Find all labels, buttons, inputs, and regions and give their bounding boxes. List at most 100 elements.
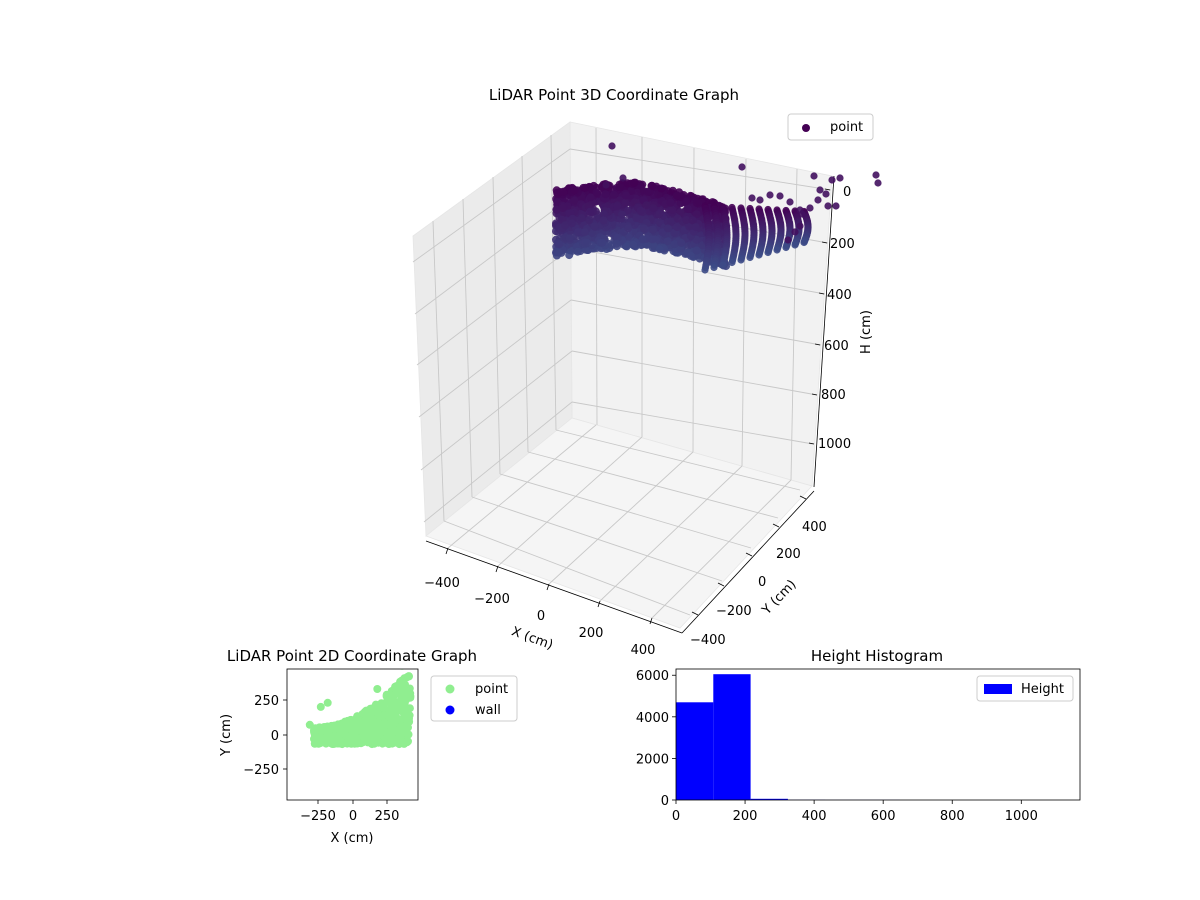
y2d-label: Y (cm) (219, 714, 234, 757)
point-3d (612, 239, 621, 248)
point-3d (577, 214, 586, 223)
point-3d (686, 251, 695, 260)
point-2d (387, 711, 396, 720)
point-2d (400, 711, 409, 720)
point-3d (655, 245, 664, 254)
point-3d (796, 222, 804, 230)
point-3d (598, 238, 607, 247)
point-3d (692, 210, 701, 219)
ticks-2d (283, 699, 388, 804)
point-3d (786, 198, 794, 206)
point-3d (756, 196, 764, 204)
point-3d (688, 216, 697, 225)
point-2d (375, 711, 384, 720)
point-3d (613, 202, 622, 211)
histogram-bars (676, 674, 900, 800)
point-3d (682, 197, 691, 206)
point-3d (622, 191, 630, 200)
point-2d (316, 702, 325, 711)
point-2d (316, 725, 324, 734)
point-3d (666, 198, 675, 207)
point-3d (615, 183, 624, 192)
point-3d (630, 178, 639, 187)
point-2d (385, 728, 394, 737)
plot-frame-histogram (675, 668, 1081, 801)
x3d-tick-3: 200 (579, 626, 604, 641)
point-3d (623, 206, 632, 215)
point-3d (618, 210, 626, 219)
x-axis-3d (425, 540, 683, 634)
point-3d (672, 191, 681, 200)
point-3d (639, 224, 648, 233)
legend-2d: point wall (430, 675, 518, 722)
point-2d (349, 739, 358, 748)
histogram-bar (676, 702, 714, 800)
histogram-x-tick-label: 0 (672, 809, 680, 824)
point-3d (755, 251, 763, 259)
point-2d (367, 713, 376, 722)
point-3d (573, 247, 582, 256)
point-3d (583, 238, 592, 247)
point-2d (406, 689, 415, 698)
point-3d (664, 224, 672, 233)
point-3d (608, 142, 616, 150)
point-3d (647, 181, 656, 190)
legend-3d-marker (802, 124, 810, 132)
chart-3d: LiDAR Point 3D Coordinate Graph (412, 86, 882, 658)
point-2d (331, 721, 340, 730)
point-3d (642, 201, 651, 210)
point-3d (570, 186, 579, 195)
point-3d (791, 241, 799, 249)
x2d-tick-0: −250 (300, 809, 336, 824)
point-3d (581, 228, 589, 237)
point-2d (389, 693, 398, 702)
point-2d (365, 725, 374, 734)
point-3d (684, 204, 692, 213)
y3d-tick-3: −200 (716, 604, 752, 619)
point-2d (405, 704, 414, 713)
point-2d (380, 719, 389, 728)
legend-2d-label-point: point (475, 682, 508, 697)
point-3d (872, 171, 880, 179)
point-3d (810, 172, 818, 180)
point-3d (673, 223, 681, 232)
point-2d (402, 738, 411, 747)
histogram-x-tick-label: 800 (940, 809, 965, 824)
plot-frame-2d (286, 668, 419, 801)
point-2d (372, 733, 381, 742)
point-3d (816, 186, 824, 194)
histogram-y-tick-label: 2000 (636, 752, 669, 767)
point-3d (554, 248, 563, 257)
point-2d (334, 731, 343, 740)
point-3d (599, 216, 608, 225)
point-3d (728, 258, 736, 267)
point-3d (670, 240, 679, 249)
point-2d (323, 698, 332, 707)
x3d-tick-4: 400 (631, 643, 656, 658)
point-3d (565, 251, 574, 260)
legend-histogram-swatch (984, 684, 1012, 694)
x2d-tick-1: 0 (349, 809, 357, 824)
point-3d (649, 225, 657, 234)
point-2d (305, 720, 314, 729)
chart-2d: LiDAR Point 2D Coordinate Graph −250 0 2… (219, 647, 518, 846)
point-3d (710, 263, 718, 272)
point-3d (764, 248, 772, 257)
point-3d (677, 238, 686, 247)
histogram-y-tick-label: 0 (661, 794, 669, 809)
point-2d (358, 738, 367, 747)
point-3d (798, 210, 806, 218)
point-3d (685, 222, 694, 231)
z3d-tick-5: 1000 (818, 437, 851, 452)
point-3d (613, 233, 622, 242)
y3d-tick-2: 0 (758, 575, 766, 590)
point-3d (822, 190, 830, 198)
point-2d (357, 718, 365, 727)
point-3d (636, 206, 645, 215)
x2d-tick-2: 250 (375, 809, 400, 824)
point-2d (329, 739, 338, 748)
point-3d (824, 202, 832, 210)
point-3d (558, 204, 567, 212)
point-3d (682, 215, 691, 224)
point-2d (395, 704, 404, 713)
